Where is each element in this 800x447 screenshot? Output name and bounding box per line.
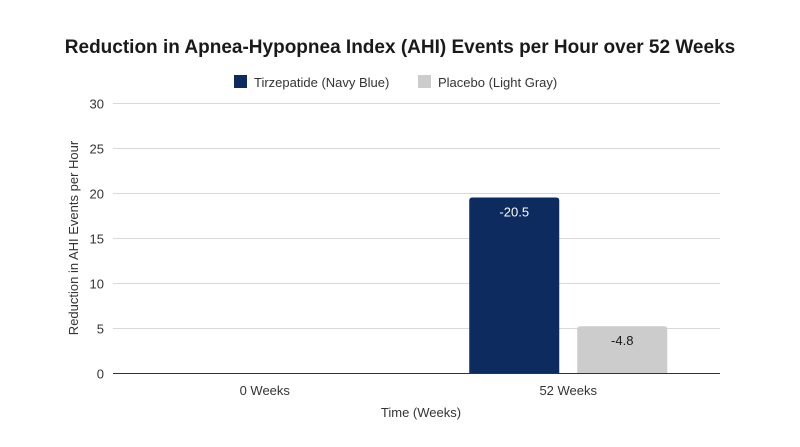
bar-value-label: -4.8 xyxy=(611,333,633,348)
chart-title: Reduction in Apnea-Hypopnea Index (AHI) … xyxy=(65,37,735,58)
y-tick-label: 20 xyxy=(90,187,104,202)
legend-swatch-tirzepatide xyxy=(234,75,247,88)
legend-swatch-placebo xyxy=(418,75,431,88)
bar xyxy=(577,326,668,373)
bar xyxy=(469,197,560,373)
legend-label-tirzepatide: Tirzepatide (Navy Blue) xyxy=(254,75,389,90)
y-tick-label: 25 xyxy=(90,142,104,157)
x-axis-ticks: 0 Weeks 52 Weeks xyxy=(240,383,598,398)
legend: Tirzepatide (Navy Blue) Placebo (Light G… xyxy=(234,75,557,90)
bar-value-label: -20.5 xyxy=(499,205,529,220)
x-tick-label: 52 Weeks xyxy=(539,383,597,398)
y-tick-label: 15 xyxy=(90,232,104,247)
y-axis-ticks: 0 5 10 15 20 25 30 xyxy=(90,97,104,382)
gridlines xyxy=(113,103,720,329)
x-tick-label: 0 Weeks xyxy=(240,383,291,398)
legend-label-placebo: Placebo (Light Gray) xyxy=(438,75,557,90)
bar-labels: -20.5 -4.8 xyxy=(499,205,633,349)
y-tick-label: 0 xyxy=(97,367,104,382)
y-tick-label: 30 xyxy=(90,97,104,112)
y-axis-title: Reduction in AHI Events per Hour xyxy=(66,140,81,335)
x-axis-title: Time (Weeks) xyxy=(381,405,461,420)
y-tick-label: 5 xyxy=(97,322,104,337)
bars xyxy=(469,197,668,373)
y-tick-label: 10 xyxy=(90,277,104,292)
